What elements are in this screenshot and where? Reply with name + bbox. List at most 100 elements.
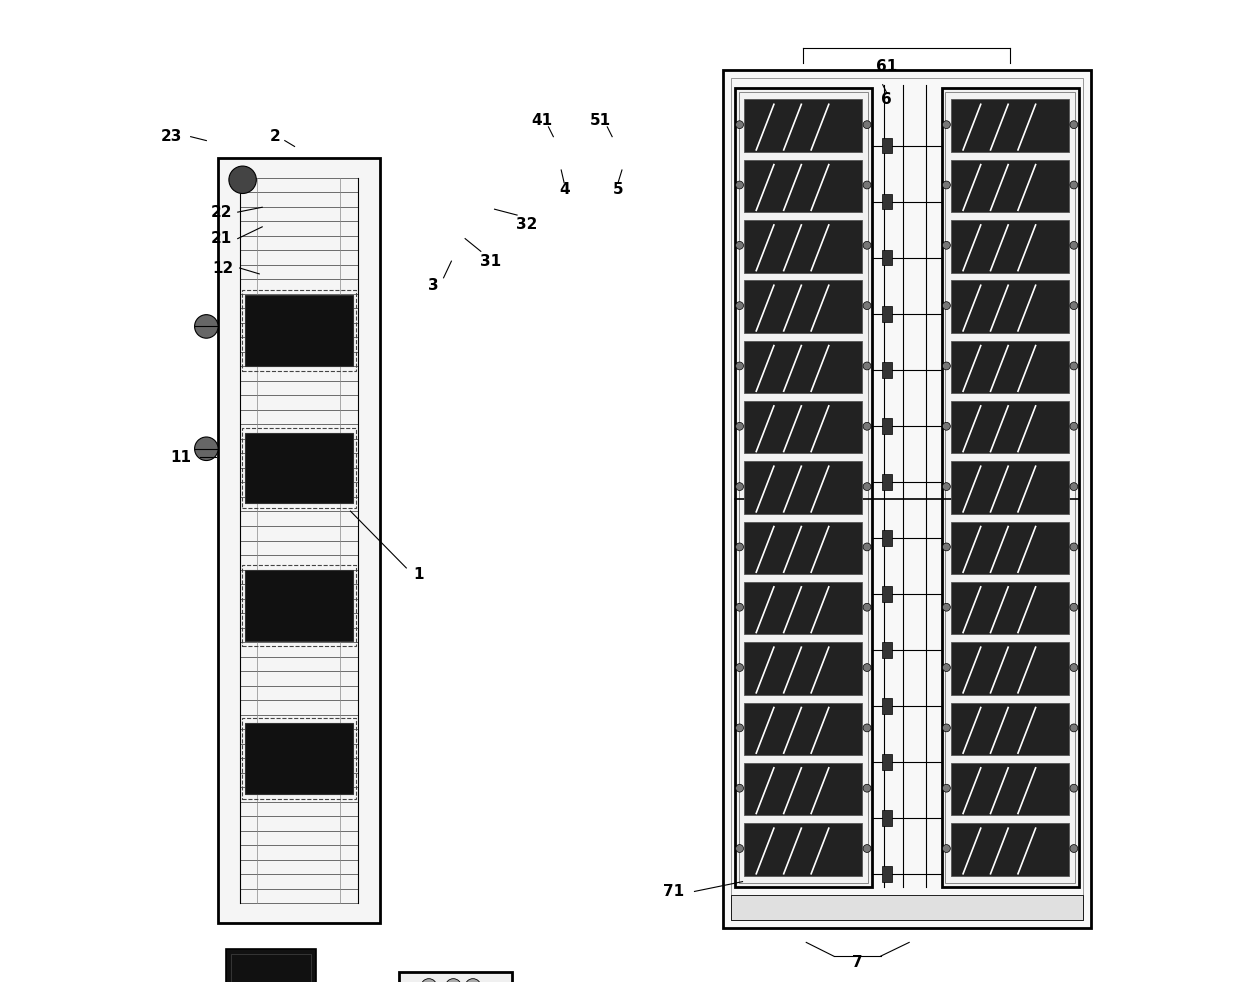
Text: 1: 1 [414, 567, 424, 582]
Circle shape [942, 242, 950, 250]
Bar [242, 290, 356, 371]
Bar [744, 824, 862, 876]
Bar [882, 586, 892, 602]
Bar [882, 194, 892, 209]
Circle shape [942, 181, 950, 189]
Text: 32: 32 [516, 217, 538, 232]
Text: 23: 23 [160, 129, 182, 145]
Circle shape [735, 844, 744, 852]
Bar [951, 99, 1069, 152]
Bar [882, 698, 892, 714]
Bar [951, 824, 1069, 876]
Bar [882, 250, 892, 265]
Bar [242, 719, 356, 799]
Text: 5: 5 [613, 182, 624, 198]
Bar [244, 723, 353, 794]
Bar [744, 582, 862, 634]
Bar [882, 138, 892, 153]
Circle shape [1070, 362, 1078, 370]
Text: 12: 12 [212, 260, 233, 275]
Text: 3: 3 [429, 278, 439, 293]
Bar [951, 763, 1069, 816]
Circle shape [863, 604, 870, 611]
Circle shape [942, 362, 950, 370]
Circle shape [735, 723, 744, 731]
Circle shape [195, 315, 218, 338]
Bar [882, 362, 892, 377]
Bar [744, 642, 862, 695]
Circle shape [942, 423, 950, 431]
Circle shape [735, 664, 744, 671]
Bar [951, 461, 1069, 514]
Circle shape [735, 483, 744, 491]
Circle shape [229, 166, 257, 194]
Circle shape [863, 483, 870, 491]
Circle shape [1070, 423, 1078, 431]
Bar [744, 341, 862, 393]
Circle shape [863, 181, 870, 189]
Bar [951, 159, 1069, 212]
Text: 71: 71 [663, 884, 684, 898]
Circle shape [942, 302, 950, 310]
Text: 31: 31 [480, 254, 501, 268]
Text: 11: 11 [170, 449, 191, 465]
Text: 51: 51 [590, 113, 611, 129]
Bar [218, 158, 379, 923]
Bar [744, 280, 862, 333]
Circle shape [1070, 242, 1078, 250]
Text: 4: 4 [559, 182, 569, 198]
Bar [744, 99, 862, 152]
Circle shape [1070, 121, 1078, 129]
Circle shape [422, 979, 436, 983]
Circle shape [735, 242, 744, 250]
Circle shape [863, 543, 870, 550]
Bar [951, 280, 1069, 333]
Circle shape [863, 362, 870, 370]
Circle shape [735, 362, 744, 370]
Circle shape [1070, 784, 1078, 792]
Bar [744, 461, 862, 514]
Bar [882, 418, 892, 434]
Bar [882, 306, 892, 321]
Circle shape [1070, 844, 1078, 852]
Bar [882, 866, 892, 882]
Circle shape [1070, 664, 1078, 671]
Bar [951, 522, 1069, 574]
Bar [951, 642, 1069, 695]
Circle shape [863, 723, 870, 731]
Circle shape [735, 423, 744, 431]
Circle shape [863, 423, 870, 431]
Bar [244, 570, 353, 641]
Circle shape [942, 121, 950, 129]
Bar [723, 70, 1090, 928]
Text: 22: 22 [211, 204, 232, 219]
Circle shape [195, 437, 218, 460]
Bar [882, 474, 892, 490]
Bar [951, 341, 1069, 393]
Bar [242, 565, 356, 646]
Bar [242, 428, 356, 508]
Bar [951, 401, 1069, 453]
Bar [744, 703, 862, 755]
Circle shape [735, 543, 744, 550]
Bar [399, 972, 512, 983]
Bar [226, 950, 316, 983]
Text: 7: 7 [852, 954, 863, 969]
Circle shape [1070, 181, 1078, 189]
Circle shape [735, 604, 744, 611]
Circle shape [1070, 483, 1078, 491]
Bar [244, 433, 353, 503]
Bar [951, 220, 1069, 272]
Circle shape [735, 121, 744, 129]
Text: 61: 61 [875, 59, 898, 74]
Circle shape [942, 543, 950, 550]
Bar [744, 763, 862, 816]
Circle shape [942, 844, 950, 852]
Bar [744, 159, 862, 212]
Bar [744, 522, 862, 574]
Circle shape [465, 979, 481, 983]
Circle shape [863, 784, 870, 792]
Bar [882, 810, 892, 826]
Circle shape [863, 121, 870, 129]
Bar [882, 642, 892, 658]
